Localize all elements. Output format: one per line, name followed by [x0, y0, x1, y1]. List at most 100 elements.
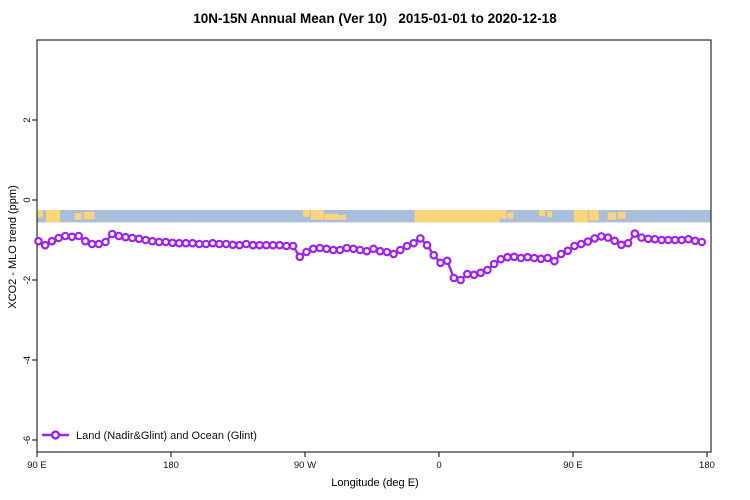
land-patch — [303, 210, 310, 217]
data-point-marker — [369, 244, 378, 254]
data-point-marker — [483, 265, 492, 275]
data-point-marker — [241, 239, 251, 249]
data-point-marker — [74, 231, 84, 241]
data-point-marker — [416, 234, 425, 243]
land-patch — [83, 211, 95, 220]
data-point-marker — [154, 237, 164, 247]
data-point-marker — [181, 238, 191, 248]
data-point-marker — [590, 234, 599, 243]
data-point-marker — [436, 258, 445, 268]
data-point-marker — [87, 239, 97, 249]
data-point-marker — [496, 254, 506, 264]
data-point-marker — [576, 239, 586, 249]
data-point-marker — [268, 240, 278, 250]
land-patch — [37, 210, 43, 218]
x-tick-label: 180 — [699, 460, 715, 471]
data-point-marker — [107, 229, 117, 239]
land-patch — [310, 210, 324, 220]
data-point-marker — [596, 232, 606, 241]
data-point-marker — [235, 240, 244, 250]
data-point-marker — [315, 243, 325, 253]
data-point-marker — [382, 247, 392, 257]
data-point-marker — [422, 240, 432, 250]
y-tick-label: -4 — [22, 356, 33, 364]
data-point-marker — [195, 239, 204, 249]
data-point-marker — [94, 239, 104, 249]
data-point-marker — [462, 269, 472, 279]
data-point-marker — [174, 238, 184, 248]
data-point-marker — [342, 243, 352, 253]
data-point-marker — [261, 240, 271, 250]
data-point-marker — [556, 249, 566, 259]
data-point-marker — [684, 234, 693, 244]
data-point-marker — [643, 234, 653, 244]
x-tick-label: 90 E — [563, 460, 583, 471]
data-point-marker — [516, 253, 526, 263]
data-point-marker — [362, 246, 372, 256]
data-point-marker — [40, 240, 50, 250]
data-point-marker — [47, 236, 57, 246]
data-point-marker — [523, 252, 532, 262]
data-point-marker — [409, 238, 419, 248]
data-point-marker — [81, 236, 90, 246]
data-point-marker — [690, 236, 700, 246]
land-patch — [574, 210, 588, 223]
data-point-marker — [101, 237, 110, 247]
land-patch — [617, 211, 626, 219]
data-point-marker — [121, 232, 130, 242]
data-point-marker — [509, 252, 519, 262]
land-patch — [507, 212, 514, 219]
y-tick-label: -6 — [22, 436, 33, 444]
x-axis-title: Longitude (deg E) — [331, 477, 419, 489]
data-point-marker — [637, 233, 646, 242]
data-point-marker — [670, 235, 680, 245]
data-point-marker — [61, 231, 70, 241]
data-point-marker — [550, 256, 559, 266]
data-point-marker — [610, 236, 620, 246]
data-point-marker — [543, 253, 553, 263]
data-point-marker — [630, 229, 640, 238]
data-point-marker — [355, 245, 365, 255]
x-tick-label: 90 W — [294, 460, 316, 471]
data-point-marker — [657, 235, 666, 245]
data-point-marker — [141, 235, 151, 245]
data-point-marker — [114, 231, 124, 241]
data-point-marker — [128, 233, 137, 243]
land-patch — [74, 213, 82, 220]
data-point-marker — [617, 240, 626, 250]
data-point-marker — [402, 241, 412, 251]
data-point-marker — [188, 238, 197, 248]
data-point-marker — [168, 238, 177, 248]
data-point-marker — [148, 236, 157, 246]
data-point-marker — [255, 240, 264, 250]
data-point-marker — [335, 245, 345, 255]
data-point-marker — [322, 244, 331, 254]
data-point-marker — [54, 233, 63, 243]
data-point-marker — [449, 273, 459, 283]
data-point-marker — [529, 253, 539, 263]
data-point-marker — [469, 270, 479, 280]
plot-border — [36, 39, 712, 453]
x-tick-label: 90 E — [27, 460, 47, 471]
data-point-marker — [603, 233, 613, 242]
y-tick-label: -2 — [22, 276, 33, 284]
data-point-marker — [503, 252, 512, 262]
land-patch — [539, 210, 546, 217]
data-point-marker — [489, 259, 499, 269]
data-point-marker — [302, 247, 311, 257]
data-point-marker — [248, 240, 258, 250]
land-patch — [499, 210, 507, 219]
data-point-marker — [349, 244, 358, 254]
data-point-marker — [221, 239, 231, 249]
x-tick-label: 0 — [436, 460, 441, 471]
data-point-marker — [134, 234, 144, 244]
data-point-marker — [583, 237, 593, 246]
data-point-marker — [429, 250, 439, 260]
data-point-marker — [328, 245, 338, 255]
y-tick-label: 0 — [22, 197, 33, 202]
land-patch — [607, 212, 616, 220]
land-patch — [588, 210, 599, 221]
data-point-marker — [395, 245, 405, 255]
data-point-marker — [161, 237, 171, 247]
